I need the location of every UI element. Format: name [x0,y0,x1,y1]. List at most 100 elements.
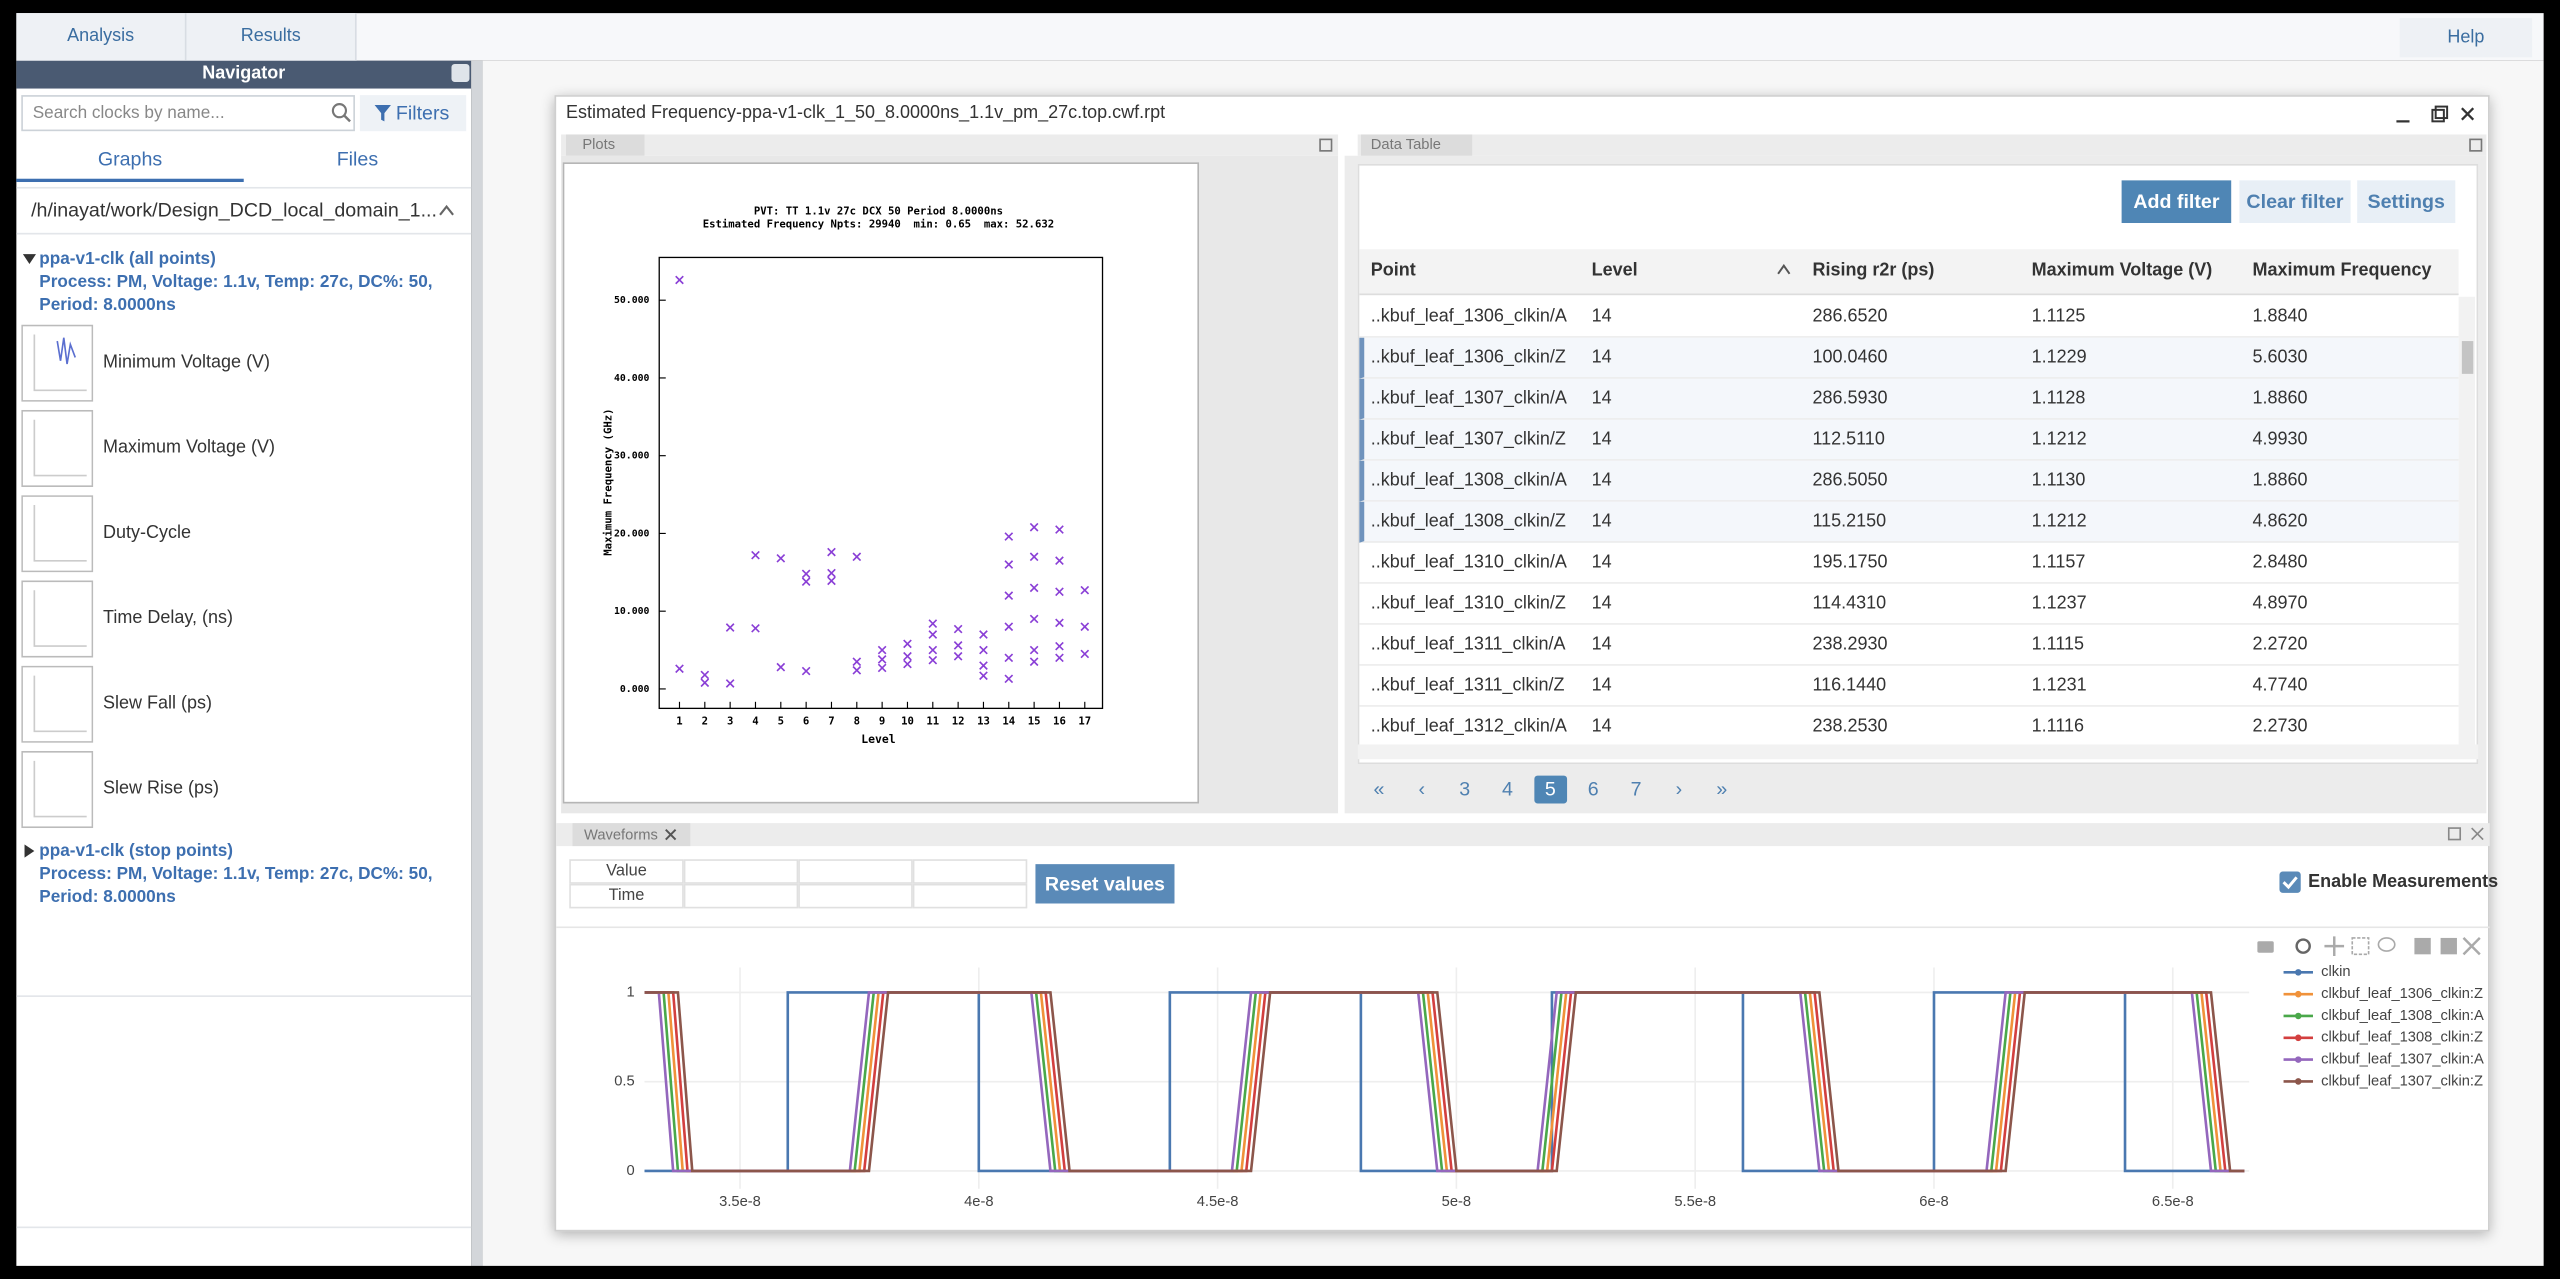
measure-cell[interactable] [798,859,913,884]
maximize-icon[interactable] [2468,138,2483,153]
collapse-button[interactable] [451,64,469,82]
graph-label[interactable]: Time Delay, (ns) [103,608,233,628]
data-table-tab[interactable]: Data Table [1361,134,1472,155]
point [1056,588,1064,596]
plot-area [659,257,1102,708]
window-controls[interactable] [2392,103,2484,126]
expand-toggle[interactable] [23,844,36,857]
navigator-title: Navigator [16,61,471,89]
x-tick-label: 5e-8 [1442,1194,1471,1210]
graph-thumbnail[interactable] [21,410,93,487]
graph-thumbnail[interactable] [21,325,93,402]
top-tab[interactable]: Analysis [16,13,186,61]
maximize-icon[interactable] [1318,138,1333,153]
x-tick-label: 2 [702,714,708,727]
graph-thumbnail[interactable] [21,751,93,828]
point [1005,623,1013,631]
point [1030,658,1038,666]
graph-label[interactable]: Slew Fall (ps) [103,694,212,714]
point [1005,561,1013,569]
close-icon[interactable] [664,828,677,841]
measure-cell[interactable] [798,884,913,909]
page-button[interactable]: ‹ [1405,776,1438,804]
group-title[interactable]: ppa-v1-clk (stop points) [39,841,233,861]
page-button[interactable]: « [1363,776,1396,804]
graph-label[interactable]: Slew Rise (ps) [103,779,219,799]
search-input[interactable]: Search clocks by name... [21,95,355,131]
chevron[interactable] [438,203,454,216]
point [1081,623,1089,631]
help-button[interactable]: Help [2400,18,2532,57]
x-tick-label: 9 [879,714,885,727]
filter-icon [373,103,393,123]
splitter[interactable] [471,61,482,1266]
page-button[interactable]: » [1705,776,1738,804]
point [752,625,760,633]
graph-thumbnail[interactable] [21,580,93,657]
triangle [25,844,35,857]
point [878,664,886,672]
group-title[interactable]: ppa-v1-clk (all points) [39,249,216,269]
point [701,671,709,679]
graph-thumbnail[interactable] [21,495,93,572]
y-axis-label: Maximum Frequency (GHz) [602,408,615,555]
nav-tab[interactable]: Graphs [16,141,243,182]
point [980,662,988,670]
plots-tab[interactable]: Plots [566,134,645,155]
chart-subtitle: Estimated Frequency Npts: 29940 min: 0.6… [703,218,1054,231]
graph-label[interactable]: Minimum Voltage (V) [103,353,270,373]
graph-label[interactable]: Duty-Cycle [103,523,191,543]
expand-toggle[interactable] [23,253,36,266]
graph-thumbnail[interactable] [21,666,93,743]
chart-title: PVT: TT 1.1v 27c DCX 50 Period 8.0000ns [754,205,1003,218]
legend-label[interactable]: clkbuf_leaf_1307_clkin:A [2321,1051,2484,1067]
graph-label[interactable]: Maximum Voltage (V) [103,438,275,458]
legend-label[interactable]: clkbuf_leaf_1308_clkin:Z [2321,1030,2483,1046]
x-tick-label: 4 [752,714,758,727]
point [853,658,861,666]
top-tab[interactable]: Results [186,13,356,61]
page-button[interactable]: 5 [1534,776,1567,804]
x-tick-label: 10 [901,714,914,727]
legend-label[interactable]: clkbuf_leaf_1306_clkin:Z [2321,986,2483,1002]
point [828,569,836,577]
measure-cell[interactable] [913,859,1028,884]
data-table [1358,164,2479,764]
x-tick-label: 17 [1078,714,1091,727]
point [1030,553,1038,561]
point [980,631,988,639]
legend-label[interactable]: clkin [2321,964,2350,980]
point [929,620,937,628]
page-button[interactable]: 7 [1620,776,1653,804]
divider [16,1227,471,1229]
point [878,656,886,664]
nav-tab[interactable]: Files [244,141,471,182]
checkbox[interactable] [2279,871,2302,894]
legend-label[interactable]: clkbuf_leaf_1308_clkin:A [2321,1008,2484,1024]
measure-cell[interactable] [684,884,799,909]
x-tick-label: 5.5e-8 [1674,1194,1716,1210]
page-button[interactable]: › [1663,776,1696,804]
table-header-strip [1358,134,2487,155]
enable-measurements-label[interactable]: Enable Measurements [2308,872,2488,892]
point [1030,584,1038,592]
point [1056,642,1064,650]
measure-cell[interactable] [684,859,799,884]
x-tick-label: 4e-8 [964,1194,993,1210]
point [828,577,836,585]
scroll-thumb[interactable] [2462,341,2473,374]
panel-controls[interactable] [2447,826,2486,842]
y-tick-label: 1 [627,984,635,1000]
x-tick-label: 11 [926,714,939,727]
y-tick-label: 20.000 [614,528,649,539]
page-button[interactable]: 4 [1491,776,1524,804]
page-button[interactable]: 3 [1448,776,1481,804]
point [726,624,734,632]
legend-label[interactable]: clkbuf_leaf_1307_clkin:Z [2321,1073,2483,1089]
point [878,646,886,654]
reset-button[interactable]: Reset values [1035,864,1174,903]
group-details: Process: PM, Voltage: 1.1v, Temp: 27c, D… [39,863,448,909]
h-scrollbar[interactable] [1358,744,2479,759]
page-button[interactable]: 6 [1577,776,1610,804]
measure-cell[interactable] [913,884,1028,909]
